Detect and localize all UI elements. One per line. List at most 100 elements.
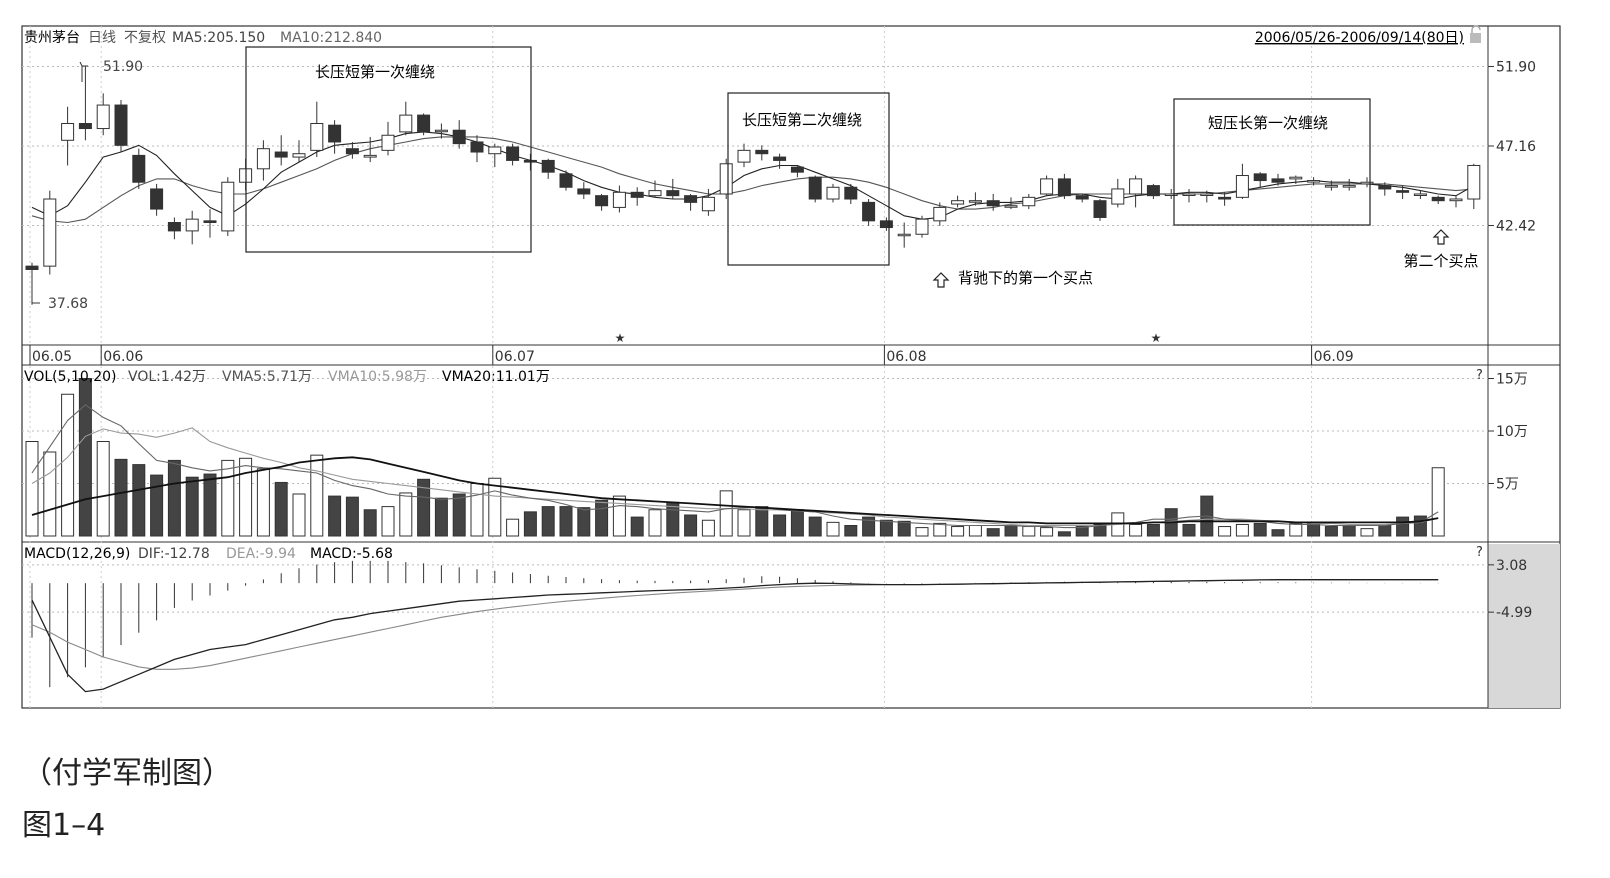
volume-bar-down (1146, 523, 1160, 537)
candle-up (1360, 181, 1374, 185)
ma5-line (31, 131, 1475, 220)
dea-value: DEA:-9.94 (226, 546, 296, 562)
volume-bar-down (274, 481, 288, 537)
volume-bar-up (1235, 523, 1249, 537)
volume-bar-up (1218, 526, 1232, 537)
volume-bar-down (755, 506, 769, 537)
volume-bar-down (541, 506, 555, 537)
volume-bar-down (1253, 522, 1267, 537)
candle-up (1129, 178, 1143, 195)
date-tick-label: 06.07 (495, 349, 535, 365)
candle-up (1200, 193, 1214, 196)
star-icon: ★ (615, 331, 626, 345)
volume-bar-up (25, 441, 39, 537)
dif-value: DIF:-12.78 (138, 546, 210, 562)
candle-down (203, 220, 217, 224)
axis-labels: 51.90 47.16 42.42 06.05 06.06 06.07 06.08 06.09… (29, 59, 1536, 621)
candle-down (790, 166, 804, 173)
candle-up (256, 148, 270, 170)
candle-up (363, 154, 377, 158)
macd-help-icon[interactable]: ? (1476, 545, 1483, 560)
candle-down (1075, 195, 1089, 200)
volume-bar-up (310, 454, 324, 537)
buy-point-1-label: 背驰下的第一个买点 (958, 269, 1093, 287)
date-range: 2006/05/26-2006/09/14(80日) (1255, 30, 1464, 46)
lock-icon[interactable] (1470, 25, 1481, 43)
candle-up (185, 218, 199, 232)
candle-up (96, 104, 110, 130)
candle-up (1004, 205, 1018, 208)
volume-bar-down (844, 525, 858, 537)
volume-bar-down (773, 514, 787, 537)
volume-bar-up (470, 483, 484, 537)
macd-tick-label: 3.08 (1496, 558, 1527, 574)
volume-bar-up (951, 526, 965, 537)
candle-down (25, 265, 39, 270)
vma5-value: VMA5:5.71万 (222, 369, 312, 385)
candle-up (381, 134, 395, 151)
volume-bar-down (897, 520, 911, 537)
volume-bar-up (1040, 527, 1054, 537)
volume-bar-up (1129, 523, 1143, 537)
volume-bar-down (1182, 523, 1196, 537)
candle-up (1413, 193, 1427, 196)
period-label: 日线 (88, 30, 116, 46)
candle-down (1271, 178, 1285, 183)
volume-bar-down (577, 507, 591, 537)
vol-help-icon[interactable]: ? (1476, 368, 1483, 383)
annotation-box-3 (1173, 98, 1371, 226)
volume-bar-down (630, 516, 644, 537)
volume-bar-down (114, 458, 128, 537)
volume-bar-down (203, 473, 217, 537)
candle-up (1307, 180, 1321, 183)
candle-down (1093, 200, 1107, 218)
volume-bar-down (808, 516, 822, 537)
up-arrow-icon (932, 272, 950, 288)
volume-bar-down (452, 493, 466, 537)
high-label: 51.90 (103, 59, 143, 75)
vol-indicator-name: VOL(5,10,20) (24, 369, 117, 385)
figure-number: 图1–4 (22, 808, 106, 843)
candle-up (310, 123, 324, 151)
candle-down (167, 222, 181, 232)
candle-down (132, 154, 146, 183)
volume-bar-down (1342, 525, 1356, 537)
candle-up (399, 114, 413, 133)
candle-down (114, 104, 128, 146)
volume-bar-up (915, 527, 929, 537)
volume-bar-up (826, 521, 840, 537)
candle-down (1431, 196, 1445, 202)
up-arrow-icon (1432, 229, 1450, 245)
candle-up (1235, 175, 1249, 198)
dif-line (31, 579, 1439, 693)
candle-up (826, 186, 840, 200)
candle-down (78, 123, 92, 130)
candle-up (701, 196, 715, 212)
ma10-label: MA10:212.840 (280, 30, 382, 46)
candle-down (879, 220, 893, 229)
candle-up (648, 190, 662, 197)
date-tick-label: 06.05 (32, 349, 72, 365)
volume-bar-up (612, 495, 626, 537)
candle-down (1396, 190, 1410, 193)
volume-bar-down (684, 514, 698, 537)
candle-up (292, 153, 306, 158)
volume-bar-down (132, 464, 146, 537)
candle-down (666, 190, 680, 197)
volume-bar-down (363, 509, 377, 537)
volume-bar-up (506, 518, 520, 537)
date-tick-label: 06.09 (1314, 349, 1354, 365)
volume-bar-down (167, 459, 181, 537)
price-tick-label: 51.90 (1496, 59, 1536, 75)
candle-down (986, 200, 1000, 207)
candle-down (541, 159, 555, 173)
annotation-box-2-label: 长压短第二次缠绕 (742, 111, 862, 129)
volume-bar-down (328, 495, 342, 537)
candle-down (630, 191, 644, 198)
volume-bar-down (1004, 525, 1018, 537)
volume-bar-down (1307, 522, 1321, 537)
volume-bar-up (933, 522, 947, 537)
date-tick-label: 06.08 (886, 349, 926, 365)
buy-point-2-label: 第二个买点 (1403, 252, 1478, 270)
candle-up (1289, 176, 1303, 180)
